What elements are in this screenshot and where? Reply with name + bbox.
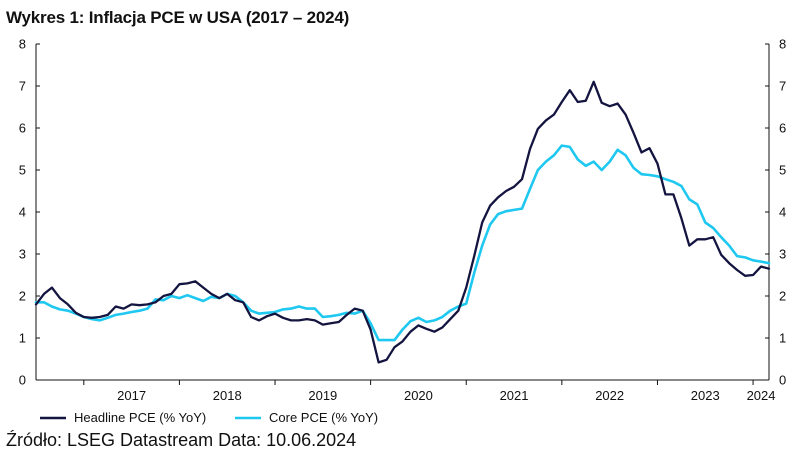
y-tick-label-right: 7 xyxy=(779,79,786,94)
axes-layer: 0 0 1 1 2 2 3 3 4 4 5 5 6 6 7 7 8 8 2017 2018 2019 2020 2021 20… xyxy=(19,37,786,404)
x-tick-label: 2020 xyxy=(404,388,433,403)
y-tick-label-left: 0 xyxy=(19,373,26,388)
x-tick-label: 2023 xyxy=(691,388,720,403)
y-tick-label-left: 1 xyxy=(19,331,26,346)
series-line-core-pce xyxy=(34,144,771,342)
y-tick-label-right: 6 xyxy=(779,121,786,136)
y-tick-label-left: 2 xyxy=(19,289,26,304)
x-tick-label: 2024 xyxy=(747,388,776,403)
y-tick-label-right: 0 xyxy=(779,373,786,388)
x-tick-label: 2019 xyxy=(308,388,337,403)
y-tick-label-right: 8 xyxy=(779,37,786,52)
y-tick-label-left: 3 xyxy=(19,247,26,262)
series-line-headline-pce xyxy=(34,80,771,364)
x-tick-label: 2021 xyxy=(500,388,529,403)
x-tick-label: 2022 xyxy=(595,388,624,403)
y-tick-label-right: 4 xyxy=(779,205,786,220)
x-tick-label: 2017 xyxy=(117,388,146,403)
chart-title: Wykres 1: Inflacja PCE w USA (2017 – 202… xyxy=(6,8,350,27)
source-note: Źródło: LSEG Datastream Data: 10.06.2024 xyxy=(6,430,357,450)
y-tick-label-left: 6 xyxy=(19,121,26,136)
x-tick-label: 2018 xyxy=(213,388,242,403)
legend-label-core: Core PCE (% YoY) xyxy=(269,410,378,425)
y-tick-label-left: 8 xyxy=(19,37,26,52)
y-tick-label-right: 5 xyxy=(779,163,786,178)
y-tick-label-left: 4 xyxy=(19,205,26,220)
y-tick-label-left: 7 xyxy=(19,79,26,94)
legend: Headline PCE (% YoY) Core PCE (% YoY) xyxy=(40,410,378,425)
y-tick-label-right: 3 xyxy=(779,247,786,262)
y-tick-label-left: 5 xyxy=(19,163,26,178)
y-tick-label-right: 2 xyxy=(779,289,786,304)
series-layer xyxy=(34,80,771,364)
legend-label-headline: Headline PCE (% YoY) xyxy=(74,410,206,425)
y-tick-label-right: 1 xyxy=(779,331,786,346)
